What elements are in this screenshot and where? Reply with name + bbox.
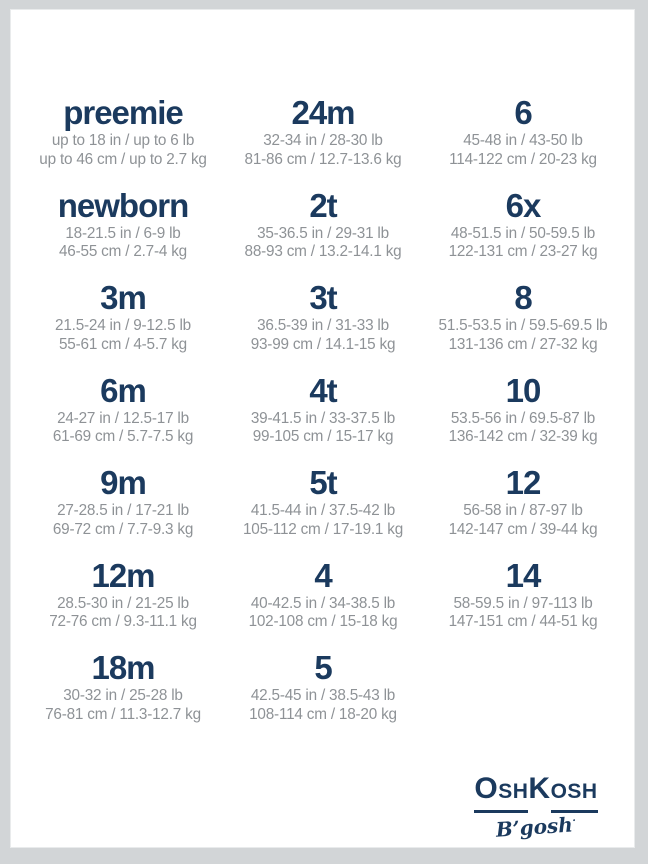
size-imperial-range: 48-51.5 in / 50-59.5 lb: [450, 224, 596, 242]
size-metric-range: 99-105 cm / 15-17 kg: [252, 428, 394, 445]
oshkosh-bgosh-logo: OSHKOSH B’gosh·: [456, 774, 616, 842]
size-cell-4t: 4t 39-41.5 in / 33-37.5 lb 99-105 cm / 1…: [223, 372, 423, 465]
size-imperial-range: up to 18 in / up to 6 lb: [51, 132, 195, 149]
size-label: 9m: [100, 464, 147, 501]
size-imperial-range: 32-34 in / 28-30 lb: [263, 132, 383, 149]
size-cell-12: 12 56-58 in / 87-97 lb 142-147 cm / 39-4…: [423, 464, 623, 557]
size-label: 10: [505, 371, 542, 409]
size-imperial-range: 58-59.5 in / 97-113 lb: [453, 594, 593, 612]
size-imperial-range: 41.5-44 in / 37.5-42 lb: [250, 502, 396, 519]
size-cell-5t: 5t 41.5-44 in / 37.5-42 lb 105-112 cm / …: [223, 464, 423, 557]
size-label: newborn: [57, 186, 190, 224]
size-metric-range: 93-99 cm / 14.1-15 kg: [250, 335, 396, 353]
size-label: 5: [314, 649, 332, 686]
size-cell-3t: 3t 36.5-39 in / 31-33 lb 93-99 cm / 14.1…: [223, 279, 423, 372]
size-label: 18m: [91, 649, 155, 686]
size-cell-8: 8 51.5-53.5 in / 59.5-69.5 lb 131-136 cm…: [423, 279, 623, 372]
wordmark-k: K: [528, 772, 551, 805]
size-cell-6x: 6x 48-51.5 in / 50-59.5 lb 122-131 cm / …: [423, 187, 623, 280]
size-cell-4: 4 40-42.5 in / 34-38.5 lb 102-108 cm / 1…: [223, 557, 423, 650]
size-metric-range: 76-81 cm / 11.3-12.7 kg: [45, 705, 201, 723]
size-label: 6m: [100, 371, 147, 409]
size-cell-5: 5 42.5-45 in / 38.5-43 lb 108-114 cm / 1…: [223, 649, 423, 742]
size-chart-grid: preemie up to 18 in / up to 6 lb up to 4…: [23, 94, 623, 742]
size-metric-range: 102-108 cm / 15-18 kg: [248, 613, 398, 630]
size-metric-range: 136-142 cm / 32-39 kg: [448, 428, 598, 445]
size-cell-6: 6 45-48 in / 43-50 lb 114-122 cm / 20-23…: [423, 94, 623, 187]
bgosh-script: B’gosh·: [495, 812, 577, 842]
size-cell-9m: 9m 27-28.5 in / 17-21 lb 69-72 cm / 7.7-…: [23, 464, 223, 557]
size-cell-18m: 18m 30-32 in / 25-28 lb 76-81 cm / 11.3-…: [23, 649, 223, 742]
size-metric-range: 81-86 cm / 12.7-13.6 kg: [244, 150, 402, 168]
size-imperial-range: 27-28.5 in / 17-21 lb: [57, 502, 189, 519]
size-metric-range: 105-112 cm / 17-19.1 kg: [242, 520, 404, 538]
size-metric-range: 72-76 cm / 9.3-11.1 kg: [49, 613, 197, 630]
size-imperial-range: 28.5-30 in / 21-25 lb: [57, 594, 189, 612]
size-imperial-range: 24-27 in / 12.5-17 lb: [57, 409, 189, 427]
size-metric-range: 114-122 cm / 20-23 kg: [449, 150, 597, 168]
size-imperial-range: 51.5-53.5 in / 59.5-69.5 lb: [438, 317, 608, 334]
size-label: 6: [514, 94, 532, 131]
size-cell-12m: 12m 28.5-30 in / 21-25 lb 72-76 cm / 9.3…: [23, 557, 223, 650]
size-label: 14: [505, 556, 542, 594]
oshkosh-wordmark: OSHKOSH: [456, 774, 616, 813]
size-label: preemie: [63, 94, 184, 131]
size-metric-range: 88-93 cm / 13.2-14.1 kg: [244, 243, 402, 260]
size-metric-range: 61-69 cm / 5.7-7.5 kg: [52, 428, 194, 445]
trademark-dot: ·: [572, 815, 577, 827]
size-metric-range: 46-55 cm / 2.7-4 kg: [59, 243, 187, 260]
size-imperial-range: 56-58 in / 87-97 lb: [463, 502, 583, 519]
size-imperial-range: 30-32 in / 25-28 lb: [63, 687, 183, 704]
size-imperial-range: 45-48 in / 43-50 lb: [463, 132, 583, 149]
size-imperial-range: 21.5-24 in / 9-12.5 lb: [55, 317, 191, 334]
size-metric-range: up to 46 cm / up to 2.7 kg: [39, 150, 207, 168]
size-label: 3m: [100, 279, 147, 316]
size-metric-range: 147-151 cm / 44-51 kg: [448, 613, 598, 630]
size-cell-3m: 3m 21.5-24 in / 9-12.5 lb 55-61 cm / 4-5…: [23, 279, 223, 372]
size-cell-preemie: preemie up to 18 in / up to 6 lb up to 4…: [23, 94, 223, 187]
wordmark-osh-group: OSH: [474, 774, 529, 813]
size-label: 12: [505, 464, 542, 501]
size-label: 8: [514, 279, 532, 316]
size-metric-range: 108-114 cm / 18-20 kg: [249, 705, 397, 723]
size-cell-24m: 24m 32-34 in / 28-30 lb 81-86 cm / 12.7-…: [223, 94, 423, 187]
size-label: 24m: [291, 94, 355, 131]
size-imperial-range: 53.5-56 in / 69.5-87 lb: [450, 409, 596, 427]
size-cell-14: 14 58-59.5 in / 97-113 lb 147-151 cm / 4…: [423, 557, 623, 650]
size-metric-range: 55-61 cm / 4-5.7 kg: [59, 335, 187, 353]
size-metric-range: 122-131 cm / 23-27 kg: [448, 243, 598, 260]
size-imperial-range: 18-21.5 in / 6-9 lb: [65, 224, 181, 242]
size-imperial-range: 39-41.5 in / 33-37.5 lb: [250, 409, 396, 427]
size-label: 12m: [91, 556, 155, 594]
size-metric-range: 142-147 cm / 39-44 kg: [448, 520, 598, 538]
size-cell-newborn: newborn 18-21.5 in / 6-9 lb 46-55 cm / 2…: [23, 187, 223, 280]
size-cell-2t: 2t 35-36.5 in / 29-31 lb 88-93 cm / 13.2…: [223, 187, 423, 280]
size-label: 2t: [309, 186, 337, 224]
size-imperial-range: 42.5-45 in / 38.5-43 lb: [250, 687, 396, 704]
size-label: 4t: [309, 371, 337, 409]
size-imperial-range: 35-36.5 in / 29-31 lb: [257, 224, 389, 242]
wordmark-osh-group-2: OSH: [550, 777, 598, 813]
size-label: 6x: [505, 186, 542, 224]
size-label: 4: [314, 556, 332, 594]
size-metric-range: 131-136 cm / 27-32 kg: [448, 335, 598, 353]
size-label: 5t: [309, 464, 337, 501]
size-column-baby: preemie up to 18 in / up to 6 lb up to 4…: [23, 94, 223, 742]
size-cell-6m: 6m 24-27 in / 12.5-17 lb 61-69 cm / 5.7-…: [23, 372, 223, 465]
size-imperial-range: 36.5-39 in / 31-33 lb: [257, 317, 389, 334]
size-column-kid: 6 45-48 in / 43-50 lb 114-122 cm / 20-23…: [423, 94, 623, 742]
size-imperial-range: 40-42.5 in / 34-38.5 lb: [250, 594, 396, 612]
size-chart-panel: preemie up to 18 in / up to 6 lb up to 4…: [10, 9, 635, 848]
size-metric-range: 69-72 cm / 7.7-9.3 kg: [52, 520, 194, 538]
size-column-toddler: 24m 32-34 in / 28-30 lb 81-86 cm / 12.7-…: [223, 94, 423, 742]
size-label: 3t: [309, 279, 337, 316]
size-cell-10: 10 53.5-56 in / 69.5-87 lb 136-142 cm / …: [423, 372, 623, 465]
